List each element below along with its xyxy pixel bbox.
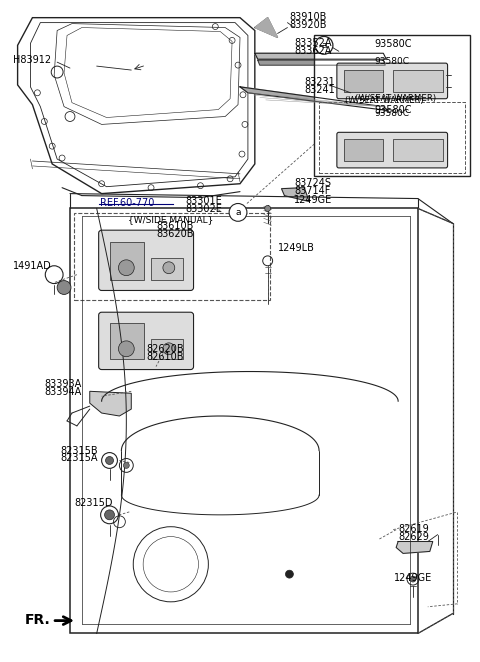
Text: REF.60-770: REF.60-770 — [100, 197, 154, 208]
FancyBboxPatch shape — [99, 312, 193, 369]
Circle shape — [229, 203, 247, 221]
Circle shape — [105, 510, 114, 520]
Text: 1249GE: 1249GE — [394, 573, 432, 583]
Text: 82315D: 82315D — [74, 498, 112, 508]
Text: 93580C: 93580C — [374, 105, 412, 115]
Text: 83393A: 83393A — [44, 379, 82, 389]
Bar — [70, 209, 418, 634]
Polygon shape — [240, 87, 388, 111]
Text: 82315A: 82315A — [60, 453, 97, 463]
Text: 1491AD: 1491AD — [12, 261, 51, 271]
Text: {W/SIDE MANUAL}: {W/SIDE MANUAL} — [128, 215, 214, 224]
Text: a: a — [321, 41, 327, 50]
Circle shape — [163, 343, 175, 355]
Text: 83620B: 83620B — [156, 229, 193, 239]
Text: 93580C: 93580C — [375, 109, 410, 118]
Text: 93580C: 93580C — [375, 57, 410, 66]
Text: 1249LB: 1249LB — [277, 243, 314, 253]
Text: 82629: 82629 — [398, 532, 429, 542]
Text: 83714F: 83714F — [294, 185, 331, 195]
Bar — [393, 139, 443, 161]
Text: 83910B: 83910B — [289, 12, 327, 22]
FancyBboxPatch shape — [337, 132, 447, 168]
Text: (W/SEAT WARMER): (W/SEAT WARMER) — [355, 94, 436, 103]
Bar — [344, 70, 384, 92]
Polygon shape — [255, 53, 386, 59]
Text: 93580C: 93580C — [374, 39, 412, 49]
Text: 83241: 83241 — [304, 85, 335, 95]
Bar — [344, 139, 384, 161]
Text: 82619: 82619 — [398, 524, 429, 534]
Text: 83301E: 83301E — [186, 197, 222, 207]
Bar — [393, 70, 443, 92]
Circle shape — [123, 463, 129, 469]
Circle shape — [119, 341, 134, 357]
Circle shape — [163, 261, 175, 273]
Circle shape — [57, 281, 71, 295]
Polygon shape — [258, 60, 385, 65]
Bar — [314, 36, 470, 176]
Text: 83362A: 83362A — [294, 46, 332, 56]
Text: 83394A: 83394A — [44, 387, 82, 397]
Text: 83352A: 83352A — [294, 38, 332, 48]
Polygon shape — [255, 18, 277, 38]
Text: 82610B: 82610B — [146, 352, 183, 361]
FancyBboxPatch shape — [99, 230, 193, 291]
Circle shape — [286, 570, 293, 578]
Text: 83302E: 83302E — [186, 205, 223, 214]
Polygon shape — [281, 188, 309, 201]
Circle shape — [119, 260, 134, 275]
Bar — [74, 213, 270, 301]
Text: 83610B: 83610B — [156, 221, 193, 231]
Bar — [109, 242, 144, 279]
Bar — [151, 339, 183, 359]
Text: a: a — [235, 208, 241, 217]
Polygon shape — [90, 391, 131, 416]
Text: 83920B: 83920B — [289, 20, 327, 30]
Circle shape — [264, 205, 271, 211]
Circle shape — [315, 36, 333, 54]
Bar — [151, 258, 183, 279]
FancyBboxPatch shape — [337, 63, 447, 99]
Circle shape — [106, 457, 113, 465]
Text: 1249GE: 1249GE — [294, 195, 333, 205]
Text: 82315B: 82315B — [60, 446, 98, 455]
Bar — [319, 102, 466, 173]
Text: 82620B: 82620B — [146, 344, 184, 354]
Polygon shape — [396, 542, 433, 553]
Text: (W/SEAT WARMER): (W/SEAT WARMER) — [345, 95, 424, 105]
Text: H83912: H83912 — [12, 55, 51, 65]
Text: 83724S: 83724S — [294, 177, 331, 188]
Text: FR.: FR. — [24, 612, 50, 626]
Text: 83231: 83231 — [304, 77, 335, 87]
Circle shape — [410, 576, 416, 582]
Bar — [109, 323, 144, 359]
